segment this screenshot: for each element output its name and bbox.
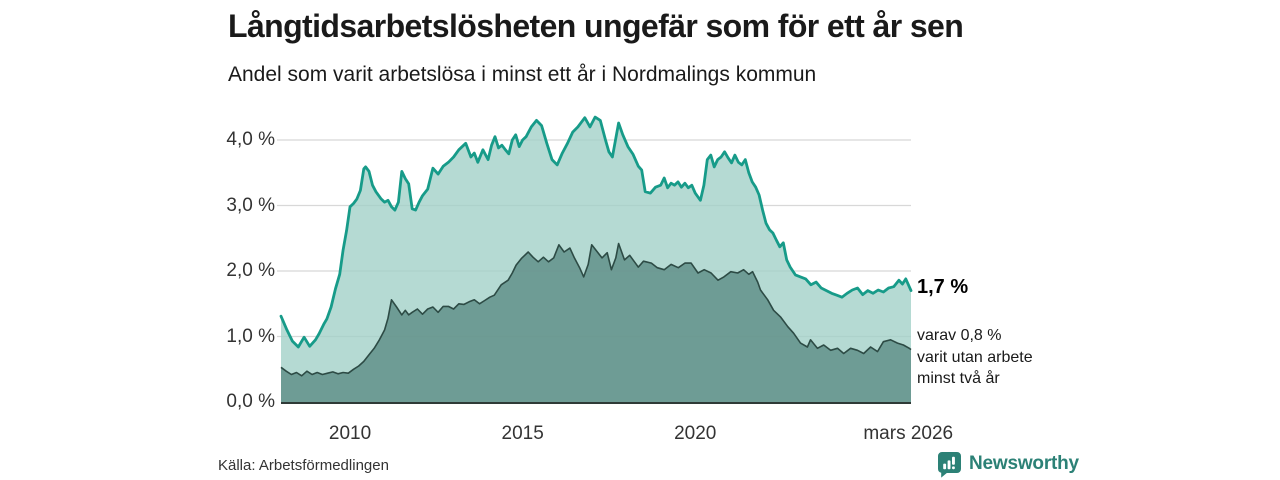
y-tick-label: 4,0 % <box>226 129 275 150</box>
two-year-annotation-line: minst två år <box>917 370 1000 387</box>
two-year-line <box>280 242 912 377</box>
x-tick-label: 2020 <box>674 423 717 444</box>
newsworthy-brand: Newsworthy <box>936 450 1079 478</box>
x-tick-label: mars 2026 <box>863 423 954 444</box>
page-title: Långtidsarbetslösheten ungefär som för e… <box>228 8 964 44</box>
two-year-annotation-line: varit utan arbete <box>917 348 1033 366</box>
brand-name: Newsworthy <box>969 453 1079 474</box>
source-note: Källa: Arbetsförmedlingen <box>218 457 389 474</box>
two-year-area <box>281 243 911 402</box>
long-term-line <box>279 115 913 349</box>
chart-subtitle: Andel som varit arbetslösa i minst ett å… <box>228 63 817 86</box>
two-year-annotation: varav 0,8 % varit utan arbete minst två … <box>917 325 1033 390</box>
latest-value-label: 1,7 % <box>917 276 969 298</box>
y-tick-label: 1,0 % <box>226 325 275 347</box>
bar-chart-speech-bubble-icon <box>938 451 961 478</box>
two-year-annotation-line: varav 0,8 % <box>917 327 1002 344</box>
y-tick-label: 3,0 % <box>226 194 275 216</box>
x-tick-label: 2015 <box>501 423 544 444</box>
x-tick-label: 2010 <box>328 423 372 444</box>
y-tick-label: 2,0 % <box>226 260 275 281</box>
y-tick-label: 0,0 % <box>226 391 275 412</box>
